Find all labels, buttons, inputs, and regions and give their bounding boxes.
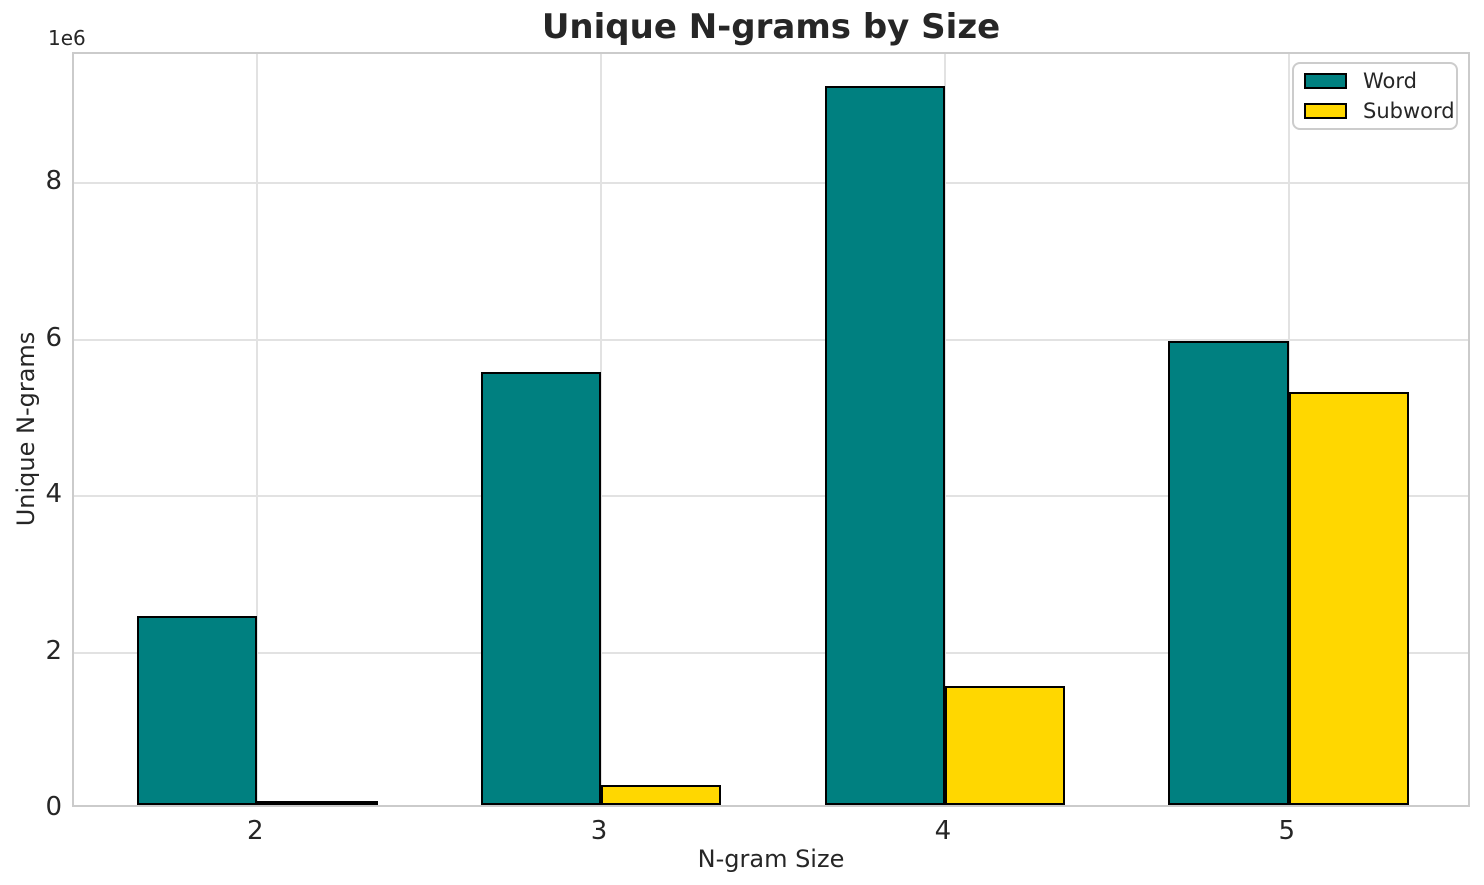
legend-label-subword: Subword xyxy=(1363,98,1455,123)
y-gridline xyxy=(74,651,1468,654)
legend-swatch-subword-icon xyxy=(1304,103,1347,119)
x-axis-label: N-gram Size xyxy=(697,845,845,873)
y-tick-label: 6 xyxy=(45,322,62,353)
legend-swatch-word-icon xyxy=(1304,73,1347,89)
legend-label-word: Word xyxy=(1363,68,1417,93)
y-tick-label: 0 xyxy=(45,792,62,822)
y-gridline xyxy=(74,182,1468,185)
bar-word-5 xyxy=(1168,341,1289,805)
bar-word-4 xyxy=(824,86,945,805)
y-tick-label: 2 xyxy=(45,635,62,666)
y-tick-label: 8 xyxy=(45,166,62,197)
x-gridline xyxy=(943,54,946,805)
y-axis-offset-label: 1e6 xyxy=(48,26,86,50)
bar-subword-4 xyxy=(944,686,1066,805)
legend-item-word: Word xyxy=(1304,68,1446,93)
x-tick-label: 4 xyxy=(934,816,952,846)
x-tick-label: 2 xyxy=(246,816,264,846)
bar-word-2 xyxy=(136,616,258,805)
plot-area xyxy=(72,52,1470,807)
bar-subword-3 xyxy=(601,785,722,805)
bar-word-3 xyxy=(480,372,602,805)
x-gridline xyxy=(600,54,603,805)
legend: Word Subword xyxy=(1292,62,1458,130)
x-tick-label: 3 xyxy=(590,816,608,846)
x-tick-label: 5 xyxy=(1278,816,1296,846)
y-tick-label: 4 xyxy=(45,479,62,510)
bar-subword-5 xyxy=(1288,392,1410,805)
y-gridline xyxy=(74,338,1468,341)
y-gridline xyxy=(74,495,1468,498)
chart-title: Unique N-grams by Size xyxy=(541,7,1001,47)
x-gridline xyxy=(256,54,259,805)
legend-item-subword: Subword xyxy=(1304,100,1455,122)
bar-subword-2 xyxy=(257,801,378,805)
